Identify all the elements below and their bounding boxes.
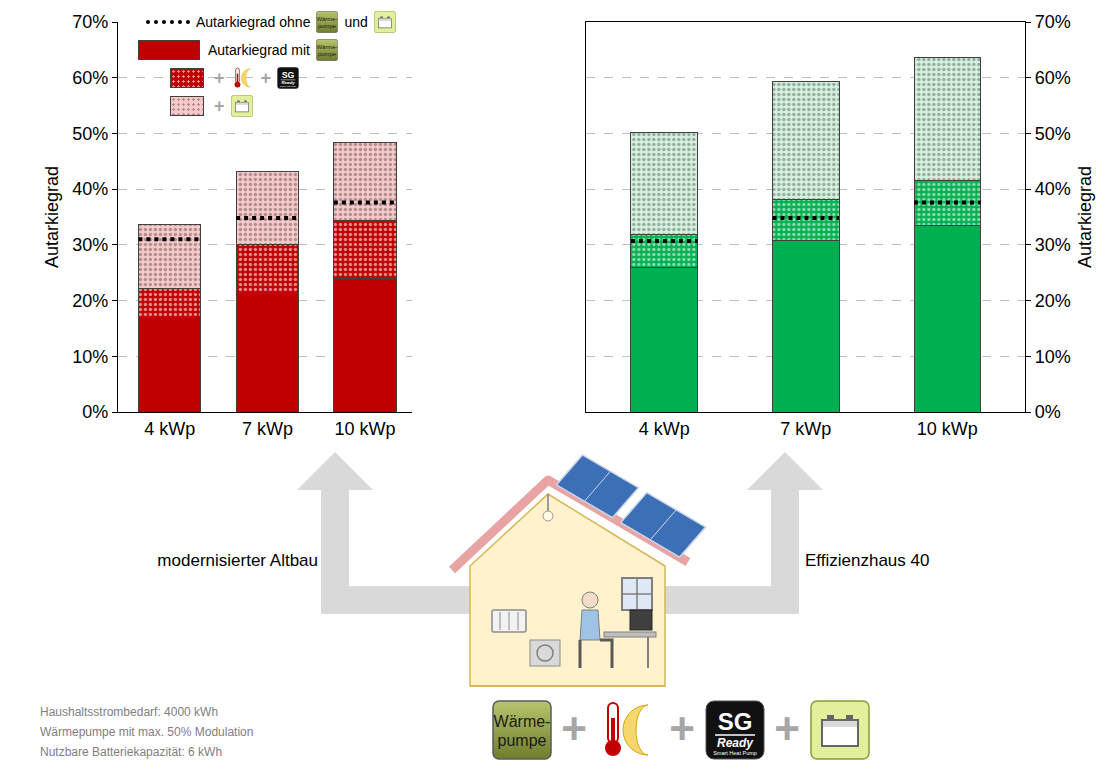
svg-text:Wärme-: Wärme- xyxy=(494,713,551,730)
svg-text:pumpe: pumpe xyxy=(318,23,336,29)
svg-text:pumpe: pumpe xyxy=(498,732,547,749)
svg-text:7 kWp: 7 kWp xyxy=(780,419,831,439)
svg-text:+: + xyxy=(669,704,695,753)
svg-text:Autarkiegrad: Autarkiegrad xyxy=(1075,166,1095,268)
svg-text:Effizienzhaus 40: Effizienzhaus 40 xyxy=(805,551,929,570)
svg-text:Wärme-: Wärme- xyxy=(317,44,338,50)
svg-text:10 kWp: 10 kWp xyxy=(335,419,396,439)
html-text:und: und xyxy=(344,14,368,30)
svg-text:Nutzbare Batteriekapazität: 6: Nutzbare Batteriekapazität: 6 kWh xyxy=(40,745,222,759)
svg-text:Wärme-: Wärme- xyxy=(317,16,338,22)
svg-text:0%: 0% xyxy=(1035,402,1061,422)
svg-text:60%: 60% xyxy=(72,68,108,88)
svg-text:+: + xyxy=(774,704,800,753)
svg-text:30%: 30% xyxy=(1035,235,1071,255)
svg-text:modernisierter Altbau: modernisierter Altbau xyxy=(157,551,318,570)
html-text:Autarkiegrad mit: Autarkiegrad mit xyxy=(208,42,310,58)
svg-text:30%: 30% xyxy=(72,235,108,255)
svg-text:Haushaltsstrombedarf: 4000 kWh: Haushaltsstrombedarf: 4000 kWh xyxy=(40,705,218,719)
svg-text:10%: 10% xyxy=(1035,347,1071,367)
svg-text:+: + xyxy=(561,704,587,753)
svg-text:SG: SG xyxy=(282,70,295,80)
svg-text:4 kWp: 4 kWp xyxy=(144,419,195,439)
svg-text:Autarkiegrad: Autarkiegrad xyxy=(42,166,62,268)
svg-text:Ready: Ready xyxy=(717,736,754,750)
svg-text:20%: 20% xyxy=(1035,291,1071,311)
svg-text:Wärmepumpe mit max. 50% Modula: Wärmepumpe mit max. 50% Modulation xyxy=(40,725,253,739)
svg-text:40%: 40% xyxy=(72,179,108,199)
svg-text:70%: 70% xyxy=(1035,12,1071,32)
svg-text:7 kWp: 7 kWp xyxy=(242,419,293,439)
svg-text:Ready: Ready xyxy=(281,80,295,85)
html-text:Autarkiegrad ohne: Autarkiegrad ohne xyxy=(196,14,311,30)
svg-text:SG: SG xyxy=(718,708,753,735)
svg-text:Smart Heat Pump: Smart Heat Pump xyxy=(713,750,757,756)
svg-text:50%: 50% xyxy=(72,124,108,144)
svg-text:0%: 0% xyxy=(82,402,108,422)
svg-text:pumpe: pumpe xyxy=(318,51,336,57)
svg-text:10%: 10% xyxy=(72,347,108,367)
svg-text:Smart Heat Pump: Smart Heat Pump xyxy=(280,85,297,87)
svg-text:70%: 70% xyxy=(72,12,108,32)
svg-text:40%: 40% xyxy=(1035,179,1071,199)
svg-text:60%: 60% xyxy=(1035,68,1071,88)
svg-text:10 kWp: 10 kWp xyxy=(917,419,978,439)
svg-text:4 kWp: 4 kWp xyxy=(639,419,690,439)
svg-text:50%: 50% xyxy=(1035,124,1071,144)
svg-text:20%: 20% xyxy=(72,291,108,311)
